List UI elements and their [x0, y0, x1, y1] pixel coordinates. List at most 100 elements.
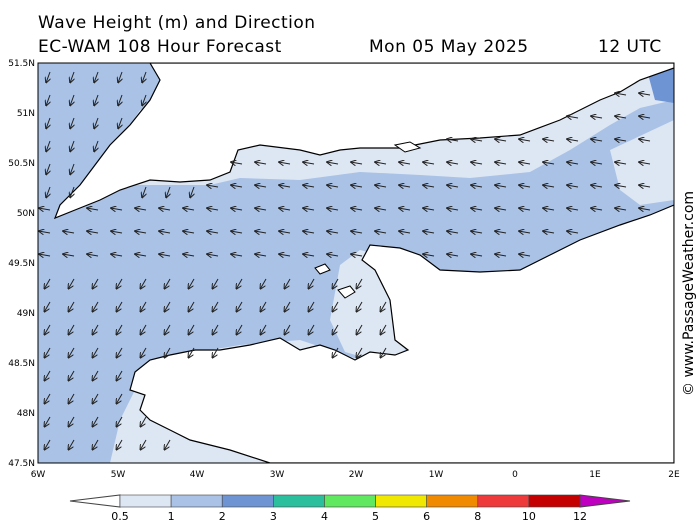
wave-arrow: [46, 140, 50, 151]
wave-arrow: [333, 347, 339, 358]
wave-arrow: [69, 370, 75, 381]
wave-arrow: [591, 162, 603, 164]
wave-arrow: [591, 208, 603, 210]
wave-arrow: [471, 139, 483, 141]
wave-arrow: [615, 208, 627, 210]
lon-label: 1W: [429, 470, 444, 480]
wave-arrow: [543, 208, 555, 210]
wave-arrow: [375, 231, 387, 233]
wave-arrow: [303, 185, 315, 187]
wave-arrow: [591, 116, 603, 118]
wave-arrow: [309, 324, 315, 335]
colorbar-swatch: [528, 494, 581, 508]
wave-arrow: [261, 278, 267, 289]
wave-arrow: [46, 163, 50, 174]
wave-arrow: [495, 139, 507, 141]
wave-arrow: [207, 185, 219, 187]
wave-arrow: [381, 347, 387, 358]
wave-arrow: [399, 185, 411, 187]
wave-arrow: [117, 393, 123, 404]
land-france: [129, 204, 674, 463]
wave-arrow: [255, 185, 267, 187]
wave-arrow: [303, 208, 315, 210]
colorbar-swatch: [273, 494, 325, 508]
wave-arrow: [471, 208, 483, 210]
wave-arrow: [183, 254, 195, 256]
wave-arrow: [189, 324, 195, 335]
lat-label: 51.5N: [8, 59, 35, 69]
wave-arrow: [142, 71, 146, 82]
wave-arrow: [447, 185, 459, 187]
wave-arrow: [231, 208, 243, 210]
lon-label: 1E: [589, 470, 601, 480]
wave-arrow: [165, 324, 171, 335]
wave-arrow: [303, 254, 315, 256]
lat-label: 51N: [17, 109, 35, 119]
wave-arrow: [447, 208, 459, 210]
wave-arrow: [327, 185, 339, 187]
wave-arrow: [207, 254, 219, 256]
wave-arrow: [141, 347, 147, 358]
wave-arrow: [237, 324, 243, 335]
wave-arrow: [141, 301, 147, 312]
wave-arrow: [70, 94, 74, 105]
wave-arrow: [207, 231, 219, 233]
wave-arrow: [447, 139, 459, 141]
wave-arrow: [279, 208, 291, 210]
wave-arrow: [285, 301, 291, 312]
wave-arrow: [351, 162, 363, 164]
wave-arrow: [141, 439, 147, 450]
island-guernsey: [314, 263, 331, 275]
wave-arrow: [543, 162, 555, 164]
wave-arrow: [46, 117, 50, 128]
latitude-labels: 51.5N 51N 50.5N 50N 49.5N 49N 48.5N 48N …: [8, 59, 35, 469]
wave-arrow: [118, 94, 122, 105]
colorbar-tick-label: 1: [168, 510, 175, 523]
wave-map: 51.5N 51N 50.5N 50N 49.5N 49N 48.5N 48N …: [8, 59, 680, 480]
longitude-labels: 6W 5W 4W 3W 2W 1W 0 1E 2E: [31, 470, 680, 480]
colorbar-tick-label: 12: [573, 510, 587, 523]
wave-arrow: [118, 117, 122, 128]
wave-arrow: [93, 301, 99, 312]
wave-arrow: [213, 347, 219, 358]
wave-arrow: [357, 347, 363, 358]
wave-arrow: [285, 278, 291, 289]
wave-arrow: [69, 301, 75, 312]
wave-arrow: [447, 162, 459, 164]
wave-arrow: [327, 162, 339, 164]
wave-arrow: [69, 439, 75, 450]
wave-arrow: [141, 324, 147, 335]
wave-arrow: [639, 208, 651, 210]
wave-arrow: [94, 94, 98, 105]
wave-arrow: [279, 254, 291, 256]
wave-arrow: [39, 208, 51, 210]
wave-arrow: [495, 231, 507, 233]
wave-arrow: [399, 162, 411, 164]
wave-arrow: [381, 324, 387, 335]
wave-arrow: [159, 208, 171, 210]
wave-arrow: [70, 186, 74, 197]
wave-arrow: [141, 416, 147, 427]
wave-arrow: [70, 163, 74, 174]
wave-arrow: [303, 231, 315, 233]
wave-arrow: [166, 186, 170, 197]
wave-arrow: [87, 254, 99, 256]
wave-arrow: [543, 139, 555, 141]
wave-arrow: [117, 301, 123, 312]
wave-arrow: [639, 116, 651, 118]
wave-arrow: [495, 208, 507, 210]
wave-arrow: [165, 347, 171, 358]
wave-arrow: [309, 301, 315, 312]
wave-arrow: [69, 416, 75, 427]
wave-arrow: [117, 416, 123, 427]
wave-arrow: [279, 231, 291, 233]
wave-arrow: [94, 117, 98, 128]
wave-arrow: [255, 231, 267, 233]
wave-arrow: [327, 208, 339, 210]
wave-arrow: [93, 324, 99, 335]
colorbar-min-arrow: [69, 494, 121, 508]
wave-arrow: [423, 185, 435, 187]
wave-arrow: [165, 278, 171, 289]
wave-arrow: [142, 94, 146, 105]
wave-arrow: [423, 254, 435, 256]
